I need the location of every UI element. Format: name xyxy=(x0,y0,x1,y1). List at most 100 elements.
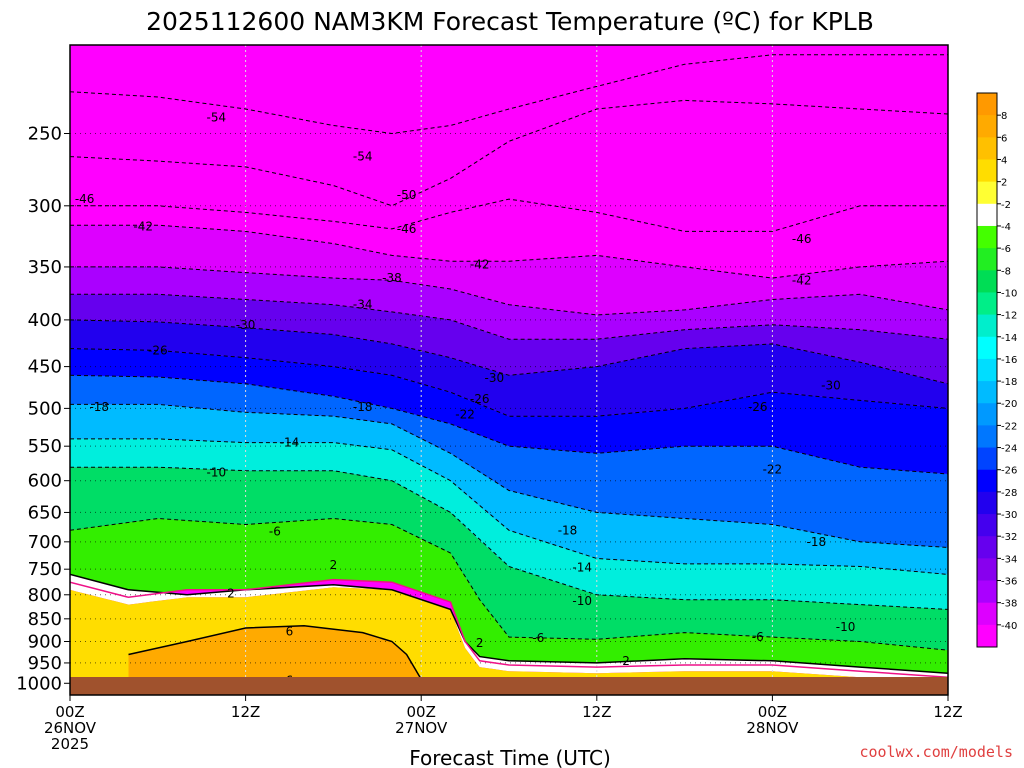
contour-label: -26 xyxy=(148,343,168,357)
contour-label: 2 xyxy=(227,586,235,600)
colorbar-label: -12 xyxy=(1001,311,1017,322)
temperature-band xyxy=(70,404,948,575)
y-tick-label: 600 xyxy=(28,471,62,492)
contour-label: -6 xyxy=(532,631,544,645)
contour-label: -42 xyxy=(133,219,153,233)
chart-title: 2025112600 NAM3KM Forecast Temperature (… xyxy=(146,7,874,36)
colorbar-frame xyxy=(976,92,998,648)
contour-label: -18 xyxy=(558,523,578,537)
x-tick-label: 00Z xyxy=(758,703,787,721)
colorbar-swatch xyxy=(977,314,997,338)
colorbar-label: 8 xyxy=(1001,111,1007,122)
contour-label: -14 xyxy=(280,436,300,450)
colorbar-label: -34 xyxy=(1001,554,1017,565)
contour-label: -6 xyxy=(752,630,764,644)
colorbar-label: -22 xyxy=(1001,421,1017,432)
x-tick-label: 27NOV xyxy=(395,719,448,737)
y-tick-label: 950 xyxy=(28,653,62,674)
colorbar-swatch xyxy=(977,536,997,559)
contour-label: -54 xyxy=(353,150,373,164)
x-tick-label: 12Z xyxy=(933,703,962,721)
isotherm-line xyxy=(70,54,948,135)
contour-label: 6 xyxy=(286,625,294,639)
colorbar-swatch xyxy=(977,469,997,493)
colorbar-label: -16 xyxy=(1001,355,1017,366)
colorbar-label: -30 xyxy=(1001,510,1017,521)
colorbar-label: -26 xyxy=(1001,466,1017,477)
contour-label: -18 xyxy=(806,535,826,549)
contour-label: -42 xyxy=(470,258,490,272)
contour-label: -22 xyxy=(455,408,475,422)
x-tick-label: 00Z xyxy=(407,703,436,721)
isotherm-line xyxy=(70,319,948,385)
y-tick-label: 900 xyxy=(28,631,62,652)
y-tick-label: 300 xyxy=(28,196,62,217)
colorbar-label: -24 xyxy=(1001,444,1017,455)
colorbar-swatch xyxy=(977,403,997,426)
credit-text[interactable]: coolwx.com/models xyxy=(859,743,1013,761)
colorbar-swatch xyxy=(977,248,997,271)
freezing-line xyxy=(70,578,948,679)
x-tick-label: 12Z xyxy=(231,703,260,721)
contour-label: -14 xyxy=(572,561,592,575)
contour-label: -6 xyxy=(269,524,281,538)
isotherm-line xyxy=(70,517,948,651)
x-tick-label: 12Z xyxy=(582,703,611,721)
contour-label: -30 xyxy=(485,371,505,385)
temperature-band xyxy=(70,294,948,384)
contour-label: 2 xyxy=(476,636,484,650)
colorbar-swatch xyxy=(977,624,997,648)
contour-label: -42 xyxy=(792,273,812,287)
colorbar-swatch xyxy=(977,425,997,449)
contour-label: -46 xyxy=(75,192,95,206)
y-tick-label: 550 xyxy=(28,436,62,457)
contour-label: -10 xyxy=(207,466,227,480)
x-tick-label: 00Z xyxy=(55,703,84,721)
isotherm-line xyxy=(70,293,948,340)
x-axis-label: Forecast Time (UTC) xyxy=(409,746,611,768)
colorbar-swatch xyxy=(977,159,997,183)
temperature-band xyxy=(70,54,948,206)
colorbar-label: -28 xyxy=(1001,488,1017,499)
contour-label: -30 xyxy=(821,379,841,393)
colorbar-label: -40 xyxy=(1001,621,1017,632)
colorbar-label: -10 xyxy=(1001,288,1017,299)
colorbar-label: -36 xyxy=(1001,577,1017,588)
colorbar-label: 6 xyxy=(1001,133,1007,144)
isotherm-line xyxy=(128,625,422,680)
temperature-band xyxy=(70,467,948,651)
plot-area: -54 -54 -50 -46 -46 -42 -42 -46 -42 -38 -34 -30 -30 -… xyxy=(69,44,949,696)
y-tick-label: 250 xyxy=(28,123,62,144)
colorbar-label: -2 xyxy=(1001,200,1011,211)
temperature-band xyxy=(70,518,948,678)
colorbar-label: 4 xyxy=(1001,155,1007,166)
colorbar-label: -8 xyxy=(1001,266,1011,277)
isotherm-contours: -54 -54 -50 -46 -46 -42 -42 -46 -42 -38 -34 -30 -30 -… xyxy=(70,54,948,687)
colorbar-legend: 8 6 4 2 -2 -4 -6 -8 -10 -12 -14 -16 -18 -20 -22 -24 -26 -… xyxy=(976,92,1017,648)
contour-label: -50 xyxy=(397,188,417,202)
colorbar-label: 2 xyxy=(1001,178,1007,189)
y-tick-label: 400 xyxy=(28,310,62,331)
colorbar-swatch xyxy=(977,225,997,249)
isotherm-line xyxy=(70,198,948,232)
y-tick-label: 350 xyxy=(28,257,62,278)
colorbar-swatch xyxy=(977,558,997,582)
isotherm-line xyxy=(70,348,948,417)
y-tick-label: 450 xyxy=(28,357,62,378)
colorbar-swatch xyxy=(977,491,997,515)
isotherm-line xyxy=(70,266,948,316)
temperature-band xyxy=(70,199,948,279)
contour-label: -22 xyxy=(763,462,783,476)
x-tick-label: 26NOV xyxy=(44,719,97,737)
contour-label: -46 xyxy=(792,232,812,246)
temperature-band xyxy=(70,266,948,340)
colorbar-label: -20 xyxy=(1001,399,1017,410)
colorbar-swatch xyxy=(977,336,997,360)
y-tick-label: 700 xyxy=(28,532,62,553)
temperature-band xyxy=(70,375,948,548)
isotherm-line xyxy=(70,224,948,279)
isotherm-line xyxy=(70,374,948,475)
contour-label: -54 xyxy=(207,110,227,124)
